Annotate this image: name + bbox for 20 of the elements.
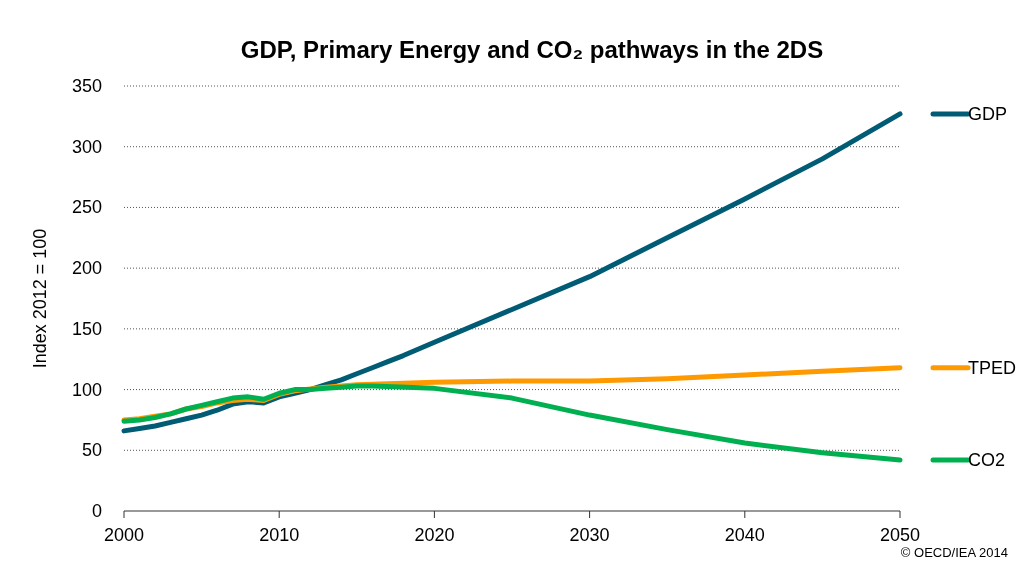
y-tick-label: 100 xyxy=(71,379,102,400)
y-tick-label: 300 xyxy=(71,136,102,157)
y-tick-label: 350 xyxy=(71,76,102,96)
text: © OECD/IEA 2014 xyxy=(900,545,1008,560)
x-tick-label: 2050 xyxy=(879,525,921,545)
x-tick-label: 2010 xyxy=(259,525,300,545)
y-tick-label: 150 xyxy=(71,318,102,339)
legend-label: GDP xyxy=(968,103,1008,124)
y-tick-label: 250 xyxy=(71,197,102,218)
y-tick-label: 0 xyxy=(91,501,102,521)
x-tick-label: 2030 xyxy=(569,525,610,545)
x-tick-label: 2040 xyxy=(724,525,765,545)
legend-label: CO2 xyxy=(968,450,1006,470)
legend-label: TPED xyxy=(968,357,1017,378)
chart-title: GDP, Primary Energy and CO₂ pathways in the 2DS xyxy=(240,36,824,63)
y-axis-title: Index 2012 = 100 xyxy=(30,228,50,369)
x-tick-label: 2000 xyxy=(103,525,145,545)
y-tick-label: 50 xyxy=(81,440,102,461)
x-tick-label: 2020 xyxy=(414,525,455,545)
y-tick-label: 200 xyxy=(71,258,102,279)
